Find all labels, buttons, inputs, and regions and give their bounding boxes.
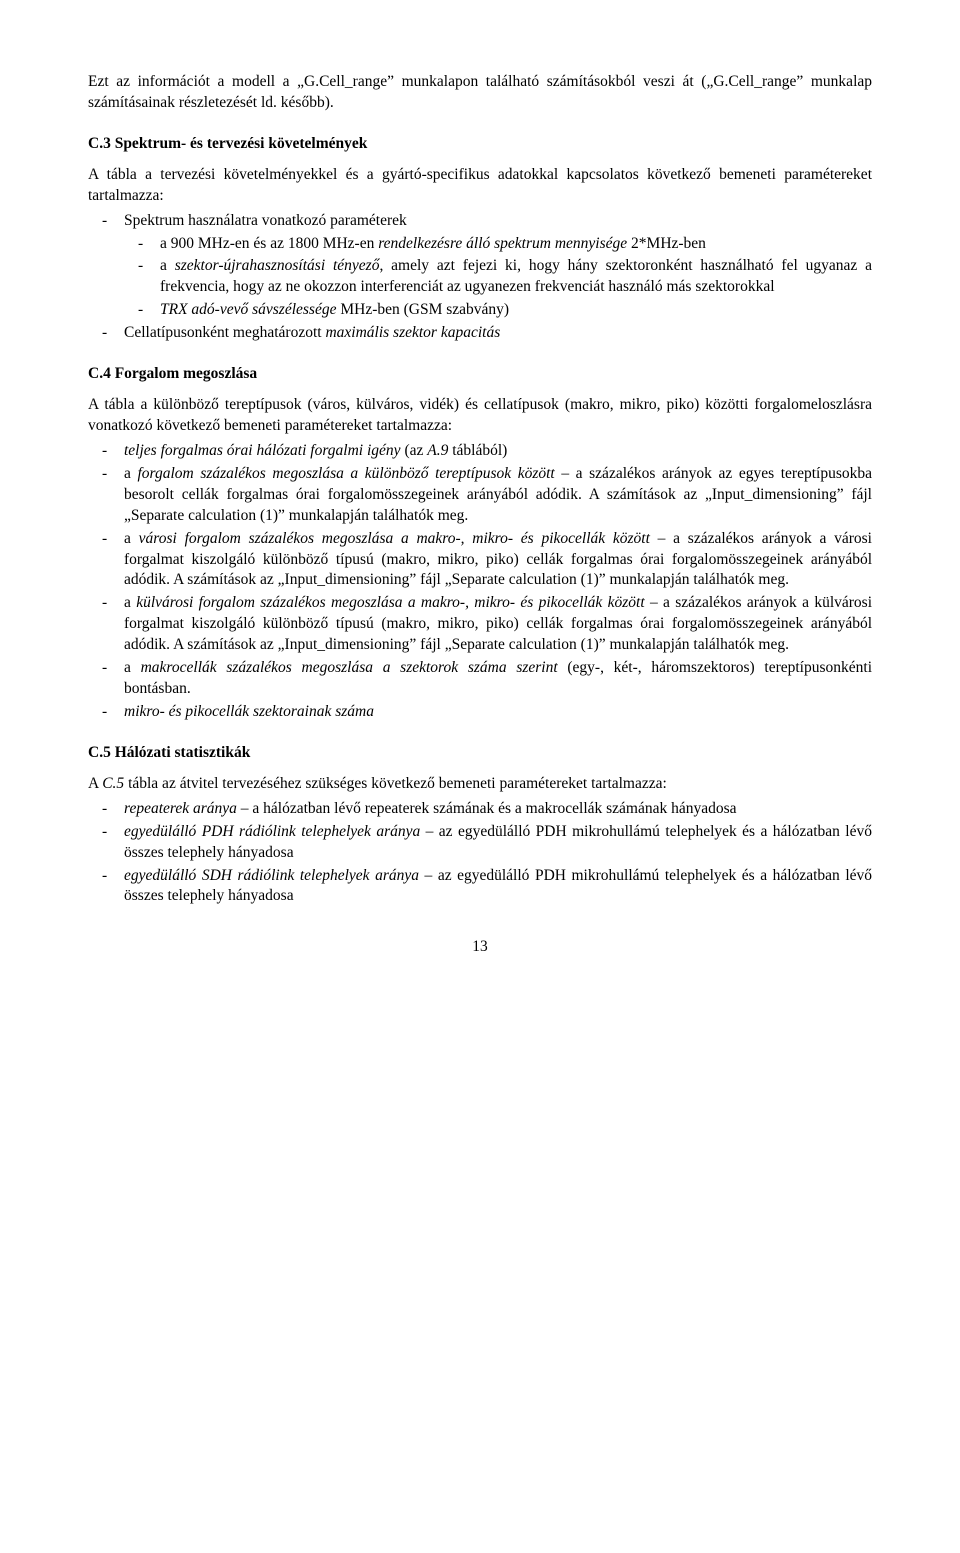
c3-item-1a: a 900 MHz-en és az 1800 MHz-en rendelkez…: [124, 234, 872, 255]
c5-1-post: – a hálózatban lévő repeaterek számának …: [237, 800, 737, 817]
c5-item-2: egyedülálló PDH rádiólink telephelyek ar…: [88, 822, 872, 864]
c4-item-5: a makrocellák százalékos megoszlása a sz…: [88, 658, 872, 700]
c5-item-3: egyedülálló SDH rádiólink telephelyek ar…: [88, 866, 872, 908]
c4-4-pre: a: [124, 594, 136, 611]
c4-item-3: a városi forgalom százalékos megoszlása …: [88, 529, 872, 592]
c4-1-it2: A.9: [427, 442, 448, 459]
c4-5-it: makrocellák százalékos megoszlása a szek…: [141, 659, 558, 676]
heading-c5: C.5 Hálózati statisztikák: [88, 743, 872, 764]
c4-3-pre: a: [124, 530, 139, 547]
c5-item-1: repeaterek aránya – a hálózatban lévő re…: [88, 799, 872, 820]
c4-1-it: teljes forgalmas órai hálózati forgalmi …: [124, 442, 401, 459]
c4-intro: A tábla a különböző tereptípusok (város,…: [88, 395, 872, 437]
c5-intro-post: tábla az átvitel tervezéséhez szükséges …: [124, 775, 667, 792]
c3-2-pre: Cellatípusonként meghatározott: [124, 324, 325, 341]
c4-3-it: városi forgalom százalékos megoszlása a …: [139, 530, 650, 547]
paragraph-intro-top: Ezt az információt a modell a „G.Cell_ra…: [88, 72, 872, 114]
c5-3-it: egyedülálló SDH rádiólink telephelyek ar…: [124, 867, 419, 884]
c3-intro: A tábla a tervezési követelményekkel és …: [88, 165, 872, 207]
c5-1-it: repeaterek aránya: [124, 800, 237, 817]
c3-item-1b: a szektor-újrahasznosítási tényező, amel…: [124, 256, 872, 298]
c3-item-1: Spektrum használatra vonatkozó paraméter…: [88, 211, 872, 322]
c3-list: Spektrum használatra vonatkozó paraméter…: [88, 211, 872, 345]
c3-1a-pre: a 900 MHz-en és az 1800 MHz-en: [160, 235, 378, 252]
c5-list: repeaterek aránya – a hálózatban lévő re…: [88, 799, 872, 908]
c4-list: teljes forgalmas órai hálózati forgalmi …: [88, 441, 872, 723]
c4-item-4: a külvárosi forgalom százalékos megoszlá…: [88, 593, 872, 656]
c3-1b-pre: a: [160, 257, 175, 274]
c4-6-it: mikro- és pikocellák szektorainak száma: [124, 703, 374, 720]
c3-1a-post: 2*MHz-ben: [627, 235, 706, 252]
c4-2-pre: a: [124, 465, 137, 482]
c3-sublist: a 900 MHz-en és az 1800 MHz-en rendelkez…: [124, 234, 872, 322]
c5-intro: A C.5 tábla az átvitel tervezéséhez szük…: [88, 774, 872, 795]
c4-item-6: mikro- és pikocellák szektorainak száma: [88, 702, 872, 723]
c4-5-pre: a: [124, 659, 141, 676]
c4-4-it: külvárosi forgalom százalékos megoszlása…: [136, 594, 644, 611]
c3-item-1-text: Spektrum használatra vonatkozó paraméter…: [124, 212, 407, 229]
c3-1a-it: rendelkezésre álló spektrum mennyisége: [378, 235, 627, 252]
c4-1-post: (az: [401, 442, 428, 459]
c3-item-2: Cellatípusonként meghatározott maximális…: [88, 323, 872, 344]
c4-item-2: a forgalom százalékos megoszlása a külön…: [88, 464, 872, 527]
c4-2-it: forgalom százalékos megoszlása a különbö…: [137, 465, 554, 482]
c3-1b-it: szektor-újrahasznosítási tényező: [175, 257, 380, 274]
page-number: 13: [88, 937, 872, 958]
c3-1c-post: MHz-ben (GSM szabvány): [336, 301, 509, 318]
c3-1c-it: TRX adó-vevő sávszélessége: [160, 301, 336, 318]
c4-item-1: teljes forgalmas órai hálózati forgalmi …: [88, 441, 872, 462]
c3-item-1c: TRX adó-vevő sávszélessége MHz-ben (GSM …: [124, 300, 872, 321]
heading-c4: C.4 Forgalom megoszlása: [88, 364, 872, 385]
c5-intro-it: C.5: [102, 775, 124, 792]
c5-2-it: egyedülálló PDH rádiólink telephelyek ar…: [124, 823, 420, 840]
c5-intro-pre: A: [88, 775, 102, 792]
c4-1-post2: táblából): [448, 442, 507, 459]
heading-c3: C.3 Spektrum- és tervezési követelmények: [88, 134, 872, 155]
c3-2-it: maximális szektor kapacitás: [325, 324, 500, 341]
